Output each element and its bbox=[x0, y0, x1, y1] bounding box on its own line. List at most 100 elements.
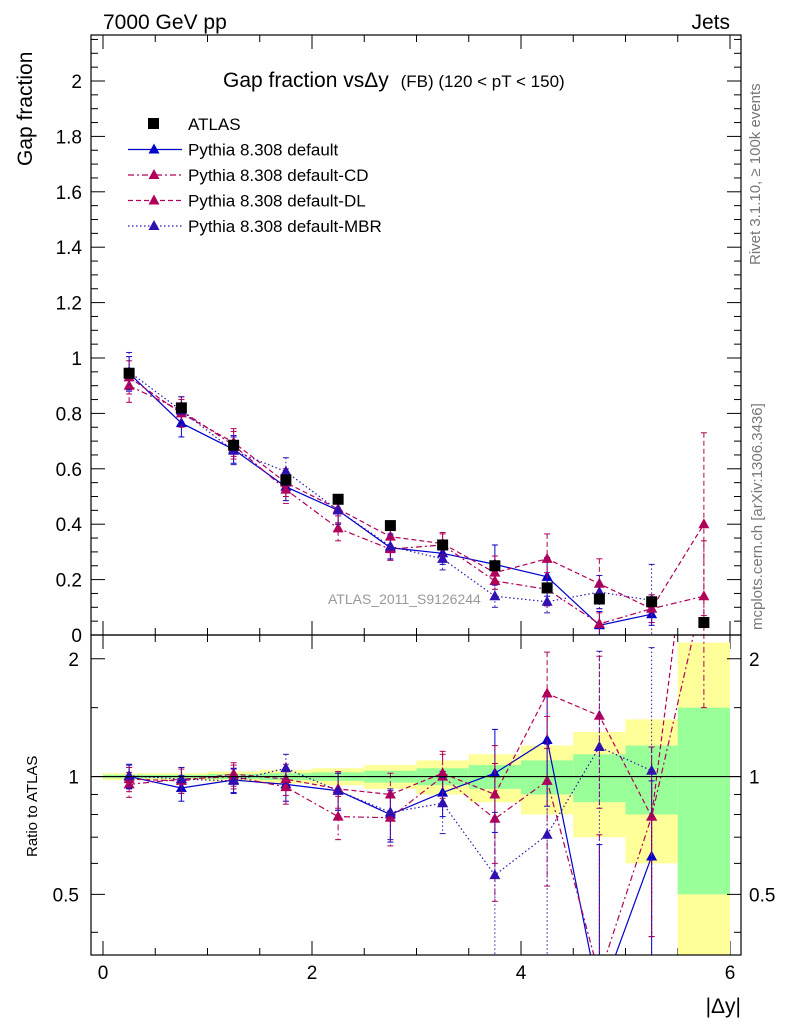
x-axis-label: |Δy| bbox=[706, 995, 741, 1018]
data-point-triangle bbox=[541, 595, 553, 606]
ratio-point-triangle bbox=[541, 734, 553, 745]
ratio-point-triangle bbox=[541, 687, 553, 698]
legend-label: Pythia 8.308 default-MBR bbox=[188, 217, 382, 236]
ratio-tick-label-right: 0.5 bbox=[749, 885, 775, 906]
ratio-point-triangle bbox=[646, 810, 658, 821]
x-tick-label: 2 bbox=[307, 963, 318, 984]
ratio-point-triangle bbox=[228, 774, 240, 785]
ratio-point-triangle bbox=[541, 774, 553, 785]
y-tick-label: 0 bbox=[71, 626, 82, 647]
chart-title-sub: (FB) (120 < pT < 150) bbox=[401, 72, 565, 91]
data-point-triangle bbox=[593, 577, 605, 588]
y-tick-label: 0.6 bbox=[56, 460, 82, 481]
ratio-point-triangle bbox=[437, 797, 449, 808]
atlas-data-point bbox=[332, 493, 344, 505]
legend-marker-triangle bbox=[148, 169, 160, 179]
atlas-data-point bbox=[646, 596, 658, 608]
atlas-data-point bbox=[593, 593, 605, 605]
legend-label: ATLAS bbox=[188, 115, 241, 134]
ratio-plot: 0.5 0.5 1 1 2 2 bbox=[53, 399, 775, 1003]
legend: ATLAS Pythia 8.308 default Pythia 8.308 de… bbox=[128, 115, 382, 236]
series-line bbox=[128, 372, 652, 626]
series-line bbox=[128, 376, 705, 610]
y-tick-label: 0.2 bbox=[56, 571, 82, 592]
ratio-point-triangle bbox=[594, 970, 605, 980]
ratio-point-triangle bbox=[489, 869, 501, 880]
ratio-point-triangle bbox=[593, 709, 605, 720]
ratio-point-triangle bbox=[384, 806, 396, 817]
ratio-point-triangle bbox=[698, 399, 709, 409]
ratio-point-triangle bbox=[332, 810, 344, 821]
data-point-triangle bbox=[332, 522, 344, 533]
data-point-triangle bbox=[646, 602, 658, 613]
rivet-label: Rivet 3.1.10, ≥ 100k events bbox=[747, 83, 764, 265]
ratio-point-triangle bbox=[228, 768, 240, 779]
atlas-data-point bbox=[175, 402, 187, 414]
ratio-point-triangle bbox=[123, 778, 135, 789]
ratio-band-inner bbox=[677, 707, 730, 895]
ratio-tick-label: 1 bbox=[68, 768, 79, 789]
data-point-triangle bbox=[489, 574, 501, 585]
ratio-tick-label-right: 2 bbox=[749, 650, 760, 671]
ratio-tick-label-right: 1 bbox=[749, 768, 760, 789]
ratio-series-line bbox=[129, 635, 695, 955]
x-tick-label: 4 bbox=[516, 963, 527, 984]
main-clip bbox=[123, 351, 710, 635]
ratio-point-triangle bbox=[646, 764, 658, 775]
legend-marker-triangle bbox=[148, 194, 160, 205]
chart-title: Gap fraction vsΔy (FB) (120 < pT < 150) bbox=[223, 69, 565, 92]
y-tick-label: 1.8 bbox=[56, 127, 82, 148]
data-point-triangle bbox=[541, 552, 553, 563]
legend-marker-triangle bbox=[148, 143, 160, 154]
x-tick-label: 0 bbox=[98, 963, 109, 984]
y-tick-label: 1.2 bbox=[56, 294, 82, 315]
data-point-triangle bbox=[489, 566, 501, 577]
atlas-data-point bbox=[698, 617, 710, 629]
x-tick-label: 6 bbox=[725, 963, 736, 984]
y-tick-label: 0.8 bbox=[56, 404, 82, 425]
ratio-point-triangle bbox=[489, 788, 501, 799]
series-line bbox=[128, 385, 705, 625]
atlas-data-point bbox=[541, 582, 553, 594]
y-tick-label: 0.4 bbox=[56, 515, 83, 536]
ratio-point-triangle bbox=[280, 781, 292, 792]
data-point-triangle bbox=[280, 465, 292, 476]
ratio-point-triangle bbox=[437, 767, 449, 778]
data-point-triangle bbox=[384, 540, 396, 551]
header-left: 7000 GeV pp bbox=[103, 11, 227, 34]
ratio-point-triangle bbox=[175, 773, 187, 784]
ratio-point-triangle bbox=[594, 993, 605, 1003]
ratio-point-triangle bbox=[123, 769, 135, 780]
data-point-triangle bbox=[384, 530, 396, 541]
main-plot: 0 0.2 0.4 0.6 0.8 1 1.2 1.4 1.6 1.8 2 0 2 4 6 bbox=[56, 34, 742, 984]
atlas-data-point bbox=[123, 367, 135, 379]
atlas-data-point bbox=[280, 474, 292, 486]
legend-marker-triangle bbox=[148, 220, 160, 230]
y-tick-label: 1.4 bbox=[56, 238, 83, 259]
legend-marker-atlas bbox=[148, 118, 159, 129]
chart-title-main: Gap fraction vsΔy bbox=[223, 69, 389, 92]
header-right: Jets bbox=[691, 11, 730, 34]
ratio-series-line bbox=[129, 635, 676, 819]
legend-label: Pythia 8.308 default-CD bbox=[188, 166, 369, 185]
legend-label: Pythia 8.308 default bbox=[188, 141, 339, 160]
legend-label: Pythia 8.308 default-DL bbox=[188, 192, 366, 211]
watermark: ATLAS_2011_S9126244 bbox=[328, 591, 481, 607]
ratio-tick-label: 2 bbox=[68, 650, 79, 671]
atlas-data-point bbox=[228, 439, 240, 451]
y-tick-label: 1 bbox=[71, 349, 82, 370]
mcplots-label: mcplots.cern.ch [arXiv:1306.3436] bbox=[749, 403, 766, 630]
ratio-clip bbox=[103, 399, 730, 1003]
ratio-point-triangle bbox=[280, 773, 292, 784]
ratio-y-axis-label: Ratio to ATLAS bbox=[24, 756, 41, 857]
ratio-point-triangle bbox=[332, 784, 344, 795]
data-point-triangle bbox=[593, 617, 605, 628]
ratio-tick-label: 0.5 bbox=[53, 885, 79, 906]
atlas-data-point bbox=[384, 520, 396, 532]
ratio-frame bbox=[90, 634, 742, 956]
y-tick-label: 2 bbox=[71, 72, 82, 93]
y-axis-label: Gap fraction bbox=[14, 52, 37, 166]
data-point-triangle bbox=[698, 518, 710, 529]
ratio-point-triangle bbox=[280, 762, 292, 773]
